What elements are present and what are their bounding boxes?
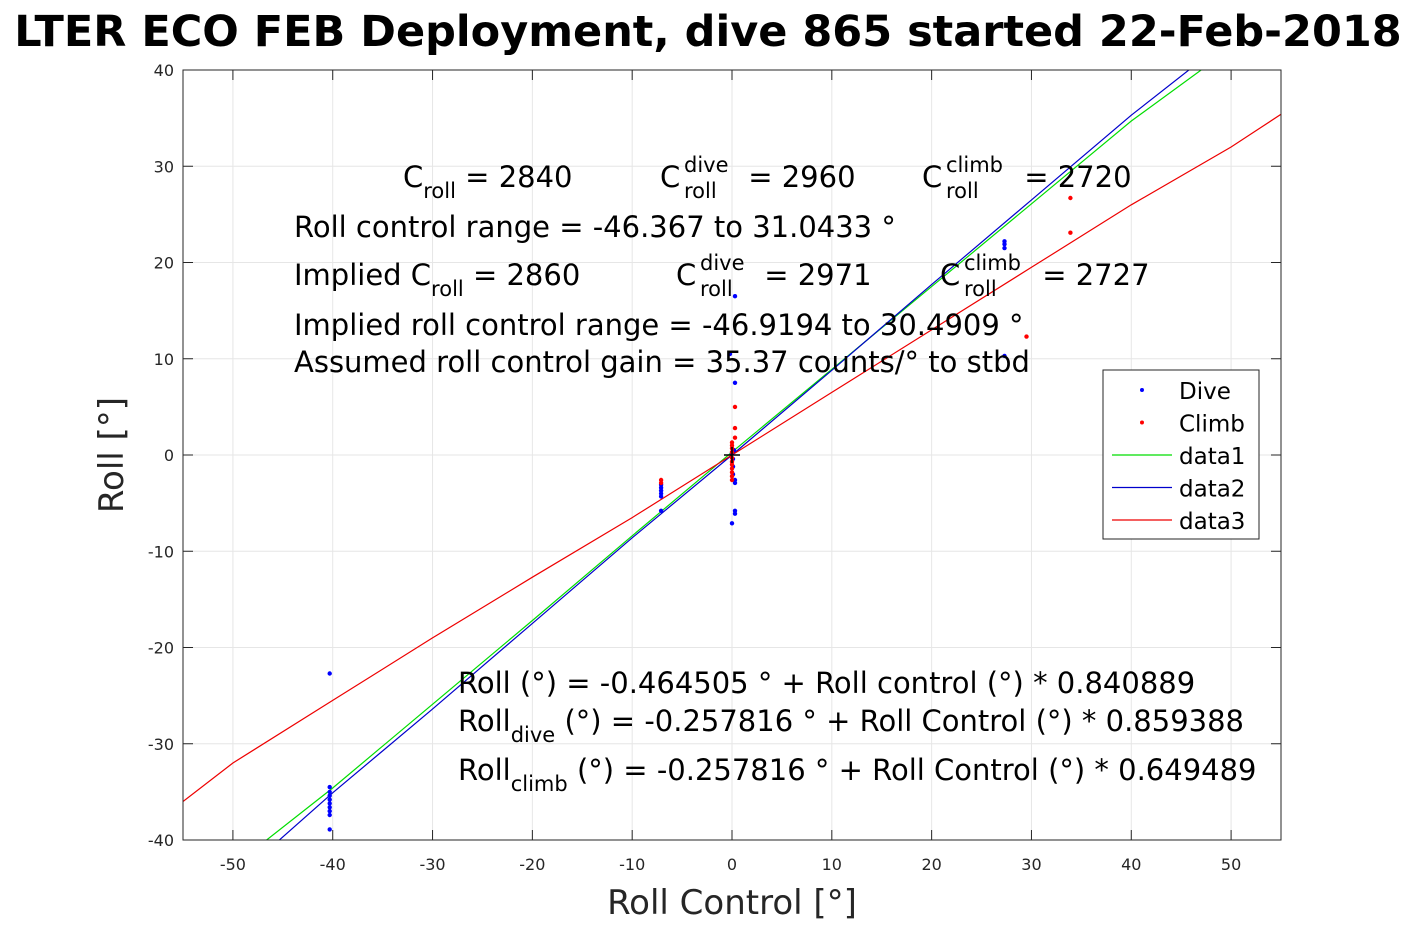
c-roll-text: Croll = 2840: [403, 160, 573, 203]
x-tick-label: 40: [1121, 855, 1141, 874]
x-tick-label: -40: [320, 855, 346, 874]
point-climb: [1068, 230, 1073, 235]
point-climb: [729, 474, 735, 479]
point-dive: [727, 351, 733, 357]
implied-c-roll-text: Implied Croll = 2860: [294, 258, 580, 301]
point-dive: [658, 494, 664, 499]
implied-range-text: Implied roll control range = -46.9194 to…: [294, 308, 1024, 342]
point-dive: [729, 521, 735, 526]
point-climb: [732, 404, 738, 410]
y-tick-label: 10: [154, 350, 174, 369]
point-climb: [658, 480, 664, 486]
point-climb: [729, 462, 735, 467]
legend-label: data3: [1179, 509, 1245, 535]
x-tick-label: 50: [1221, 855, 1241, 874]
legend-label: Climb: [1179, 412, 1245, 438]
point-dive: [327, 801, 332, 806]
point-dive: [1002, 353, 1007, 359]
x-axis-label: Roll Control [°]: [607, 883, 857, 923]
gain-text: Assumed roll control gain = 35.37 counts…: [294, 345, 1030, 379]
legend-marker-dive: [1140, 388, 1144, 392]
point-dive: [327, 808, 332, 814]
point-climb: [732, 425, 738, 431]
point-climb: [1024, 334, 1029, 339]
y-tick-label: -30: [148, 735, 174, 754]
point-dive: [732, 480, 738, 486]
x-tick-label: 0: [727, 855, 737, 874]
y-axis-label: Roll [°]: [92, 397, 132, 513]
y-ticks: -40 -30 -20 -10 0 10 20 30 40: [148, 61, 1281, 850]
point-dive: [732, 294, 738, 299]
point-climb: [729, 466, 735, 471]
point-climb: [729, 477, 735, 483]
fit-dive-text: Rolldive (°) = -0.257816 ° + Roll Contro…: [458, 704, 1244, 747]
legend-marker-climb: [1140, 420, 1144, 425]
x-tick-label: 10: [822, 855, 842, 874]
y-tick-label: 20: [154, 254, 174, 273]
origin-cross-marker: [724, 447, 740, 463]
y-tick-label: -40: [148, 831, 174, 850]
bottom-annotations: Roll (°) = -0.464505 ° + Roll control (°…: [458, 666, 1257, 796]
x-tick-label: -30: [419, 855, 445, 874]
point-dive: [327, 805, 332, 810]
x-tick-label: 30: [1021, 855, 1041, 874]
y-tick-label: -20: [148, 639, 174, 658]
point-dive: [1002, 245, 1007, 251]
point-dive: [327, 812, 332, 818]
legend-label: data1: [1179, 444, 1245, 470]
legend: Dive Climb data1 data2 data3: [1102, 369, 1260, 540]
y-tick-label: -10: [148, 542, 174, 561]
y-tick-label: 0: [164, 446, 174, 465]
point-dive: [1002, 242, 1007, 247]
point-dive: [327, 827, 332, 832]
y-tick-label: 30: [154, 157, 174, 176]
fit-all-text: Roll (°) = -0.464505 ° + Roll control (°…: [458, 666, 1195, 700]
point-climb: [1068, 195, 1073, 201]
point-dive: [327, 793, 332, 798]
roll-control-range-text: Roll control range = -46.367 to 31.0433 …: [294, 210, 896, 244]
point-dive: [327, 797, 332, 802]
chart-title: LTER ECO FEB Deployment, dive 865 starte…: [14, 7, 1401, 57]
point-dive: [327, 784, 332, 790]
x-ticks: -50 -40 -30 -20 -10 0 10 20 30 40 50: [220, 70, 1241, 874]
point-dive: [327, 671, 332, 676]
point-dive: [732, 380, 738, 385]
y-tick-label: 40: [154, 61, 174, 80]
x-tick-label: 20: [921, 855, 941, 874]
x-tick-label: -10: [619, 855, 645, 874]
fit-climb-text: Rollclimb (°) = -0.257816 ° + Roll Contr…: [458, 753, 1257, 796]
legend-label: data2: [1179, 477, 1245, 503]
point-climb: [732, 435, 738, 440]
point-dive: [732, 511, 738, 516]
legend-label: Dive: [1179, 379, 1231, 405]
point-dive: [327, 789, 332, 795]
x-tick-label: -50: [220, 855, 246, 874]
x-tick-label: -20: [519, 855, 545, 874]
point-dive: [658, 508, 664, 513]
point-climb: [729, 470, 735, 475]
